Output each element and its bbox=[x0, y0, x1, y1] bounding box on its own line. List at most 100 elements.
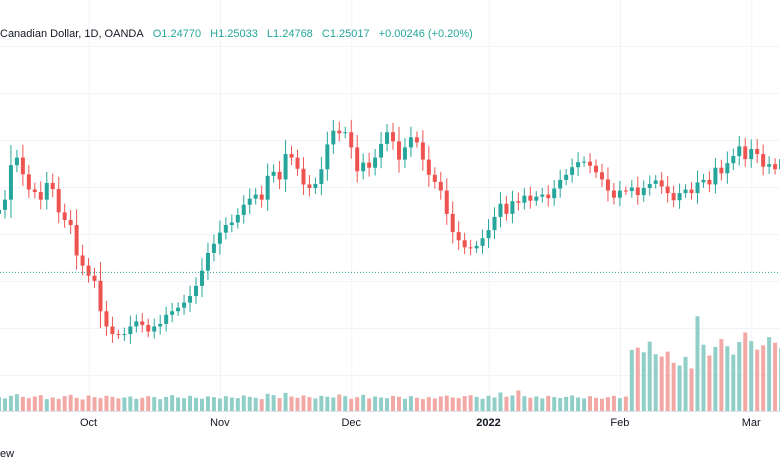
volume-bar bbox=[68, 394, 73, 411]
candle-body bbox=[325, 144, 330, 170]
candle-body bbox=[450, 213, 455, 233]
candle-body bbox=[474, 245, 479, 249]
candle-body bbox=[456, 232, 461, 241]
volume-bar bbox=[599, 398, 604, 411]
volume-bar bbox=[510, 395, 515, 411]
volume-bar bbox=[737, 342, 742, 411]
volume-bar bbox=[623, 396, 628, 411]
volume-bar bbox=[92, 397, 97, 411]
volume-bars bbox=[0, 316, 780, 411]
volume-bar bbox=[689, 368, 694, 411]
volume-bar bbox=[80, 399, 85, 411]
volume-bar bbox=[361, 394, 366, 411]
volume-bar bbox=[62, 396, 67, 411]
candle-body bbox=[152, 326, 157, 332]
volume-bar bbox=[755, 349, 760, 411]
candle-body bbox=[343, 132, 348, 134]
volume-bar bbox=[217, 398, 222, 411]
legend-symbol: Canadian Dollar, 1D, OANDA bbox=[0, 28, 144, 40]
volume-bar bbox=[325, 396, 330, 411]
candle-body bbox=[594, 165, 598, 173]
candle-body bbox=[373, 157, 378, 168]
volume-bar bbox=[498, 392, 503, 411]
volume-bar bbox=[2, 398, 7, 411]
candle-body bbox=[211, 243, 216, 253]
volume-bar bbox=[635, 347, 640, 411]
volume-bar bbox=[194, 397, 199, 411]
volume-bar bbox=[277, 398, 282, 411]
volume-bar bbox=[32, 396, 37, 411]
volume-bar bbox=[8, 395, 13, 411]
candle-body bbox=[229, 222, 234, 226]
candle-body bbox=[576, 162, 581, 168]
candle-body bbox=[665, 186, 670, 194]
volume-bar bbox=[50, 397, 55, 411]
candle-body bbox=[56, 189, 61, 213]
volume-bar bbox=[432, 398, 437, 411]
volume-bar bbox=[731, 354, 736, 411]
candle-body bbox=[462, 240, 467, 248]
volume-bar bbox=[558, 398, 563, 411]
legend-open: O1.24770 bbox=[152, 28, 202, 40]
volume-bar bbox=[170, 395, 175, 411]
candle-body bbox=[522, 195, 527, 203]
volume-bar bbox=[134, 398, 139, 411]
candle-body bbox=[492, 216, 497, 231]
candle-body bbox=[426, 159, 431, 175]
x-axis-labels: Oct Nov Dec 2022 Feb Mar bbox=[80, 417, 761, 429]
candle-body bbox=[20, 157, 25, 175]
candle-body bbox=[605, 179, 610, 191]
volume-bar bbox=[492, 397, 497, 411]
candle-body bbox=[432, 174, 437, 182]
candle-body bbox=[689, 189, 694, 194]
volume-bar bbox=[749, 341, 754, 411]
candle-body bbox=[289, 154, 294, 158]
volume-bar bbox=[588, 396, 593, 411]
candle-body bbox=[385, 132, 390, 144]
candle-body bbox=[713, 167, 718, 185]
volume-bar bbox=[140, 397, 145, 411]
candle-body bbox=[671, 193, 676, 201]
volume-bar bbox=[319, 395, 324, 411]
volume-bar bbox=[480, 398, 485, 411]
volume-bar bbox=[743, 332, 748, 411]
candle-body bbox=[194, 285, 199, 297]
volume-bar bbox=[379, 397, 384, 411]
volume-bar bbox=[86, 395, 91, 411]
volume-bar bbox=[265, 393, 270, 411]
candle-body bbox=[8, 165, 13, 200]
candle-body bbox=[570, 167, 575, 175]
candle-body bbox=[659, 180, 664, 187]
volume-bar bbox=[605, 397, 610, 411]
candle-body bbox=[146, 324, 151, 332]
candle-body bbox=[420, 142, 425, 160]
volume-bar bbox=[402, 398, 407, 411]
candle-body bbox=[301, 168, 306, 185]
volume-bar bbox=[629, 349, 634, 411]
candle-body bbox=[731, 156, 736, 164]
candle-body bbox=[50, 182, 55, 190]
candle-body bbox=[176, 307, 181, 312]
x-axis-tick-label: Oct bbox=[80, 417, 97, 429]
volume-bar bbox=[641, 352, 646, 411]
candle-body bbox=[134, 321, 139, 327]
candle-body bbox=[725, 163, 730, 174]
volume-bar bbox=[582, 398, 587, 411]
candle-body bbox=[498, 203, 503, 217]
x-axis-tick-label: Mar bbox=[742, 417, 761, 429]
candle-body bbox=[337, 130, 342, 134]
candle-body bbox=[80, 255, 85, 266]
volume-bar bbox=[468, 395, 473, 411]
volume-bar bbox=[564, 396, 569, 411]
candle-body bbox=[313, 183, 318, 189]
candle-body bbox=[528, 195, 533, 201]
volume-bar bbox=[20, 396, 25, 411]
candle-body bbox=[319, 169, 324, 184]
candle-body bbox=[623, 190, 628, 192]
volume-bar bbox=[522, 396, 527, 411]
volume-bar bbox=[707, 355, 712, 411]
volume-bar bbox=[761, 345, 766, 411]
footer-label[interactable]: ew bbox=[0, 448, 15, 460]
candle-body bbox=[247, 198, 252, 205]
